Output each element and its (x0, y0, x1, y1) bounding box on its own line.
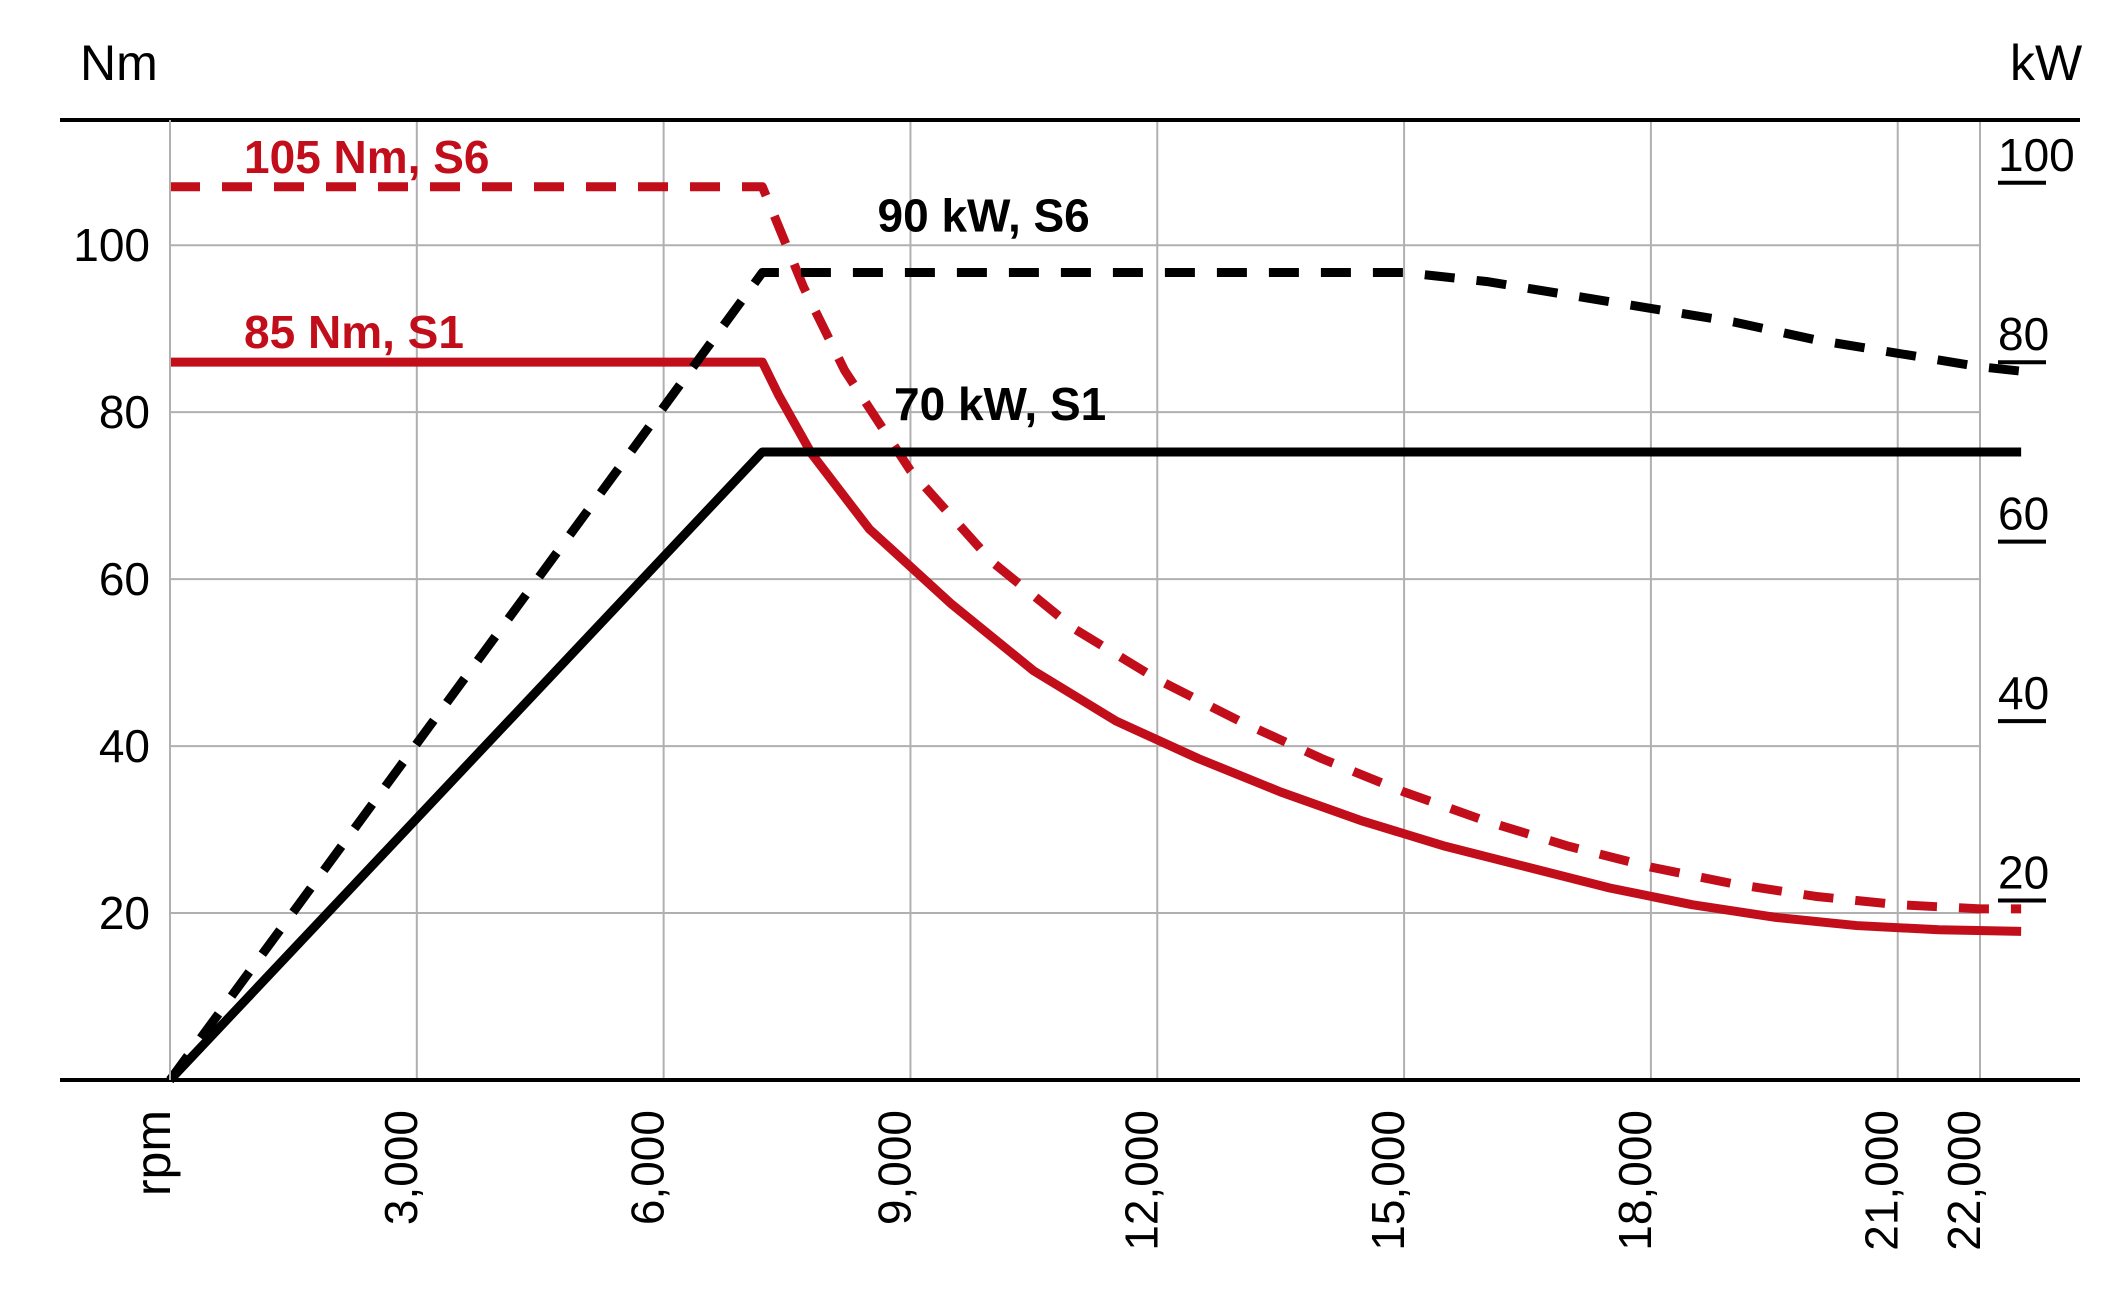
tick-label-right: 80 (1998, 308, 2049, 360)
torque-power-chart: Nm kW rpm 20 40 60 80 100 20 40 60 80 100 3,000 6,000 9… (0, 0, 2124, 1298)
tick-label-left: 40 (99, 720, 150, 772)
tick-label-right: 60 (1998, 488, 2049, 540)
tick-label-right: 20 (1998, 847, 2049, 899)
tick-label-x: 9,000 (868, 1110, 920, 1225)
y-left-title: Nm (80, 35, 158, 91)
tick-label-x: 12,000 (1115, 1110, 1167, 1251)
tick-label-left: 100 (73, 219, 150, 271)
series-label-torque_s1: 85 Nm, S1 (244, 306, 464, 358)
series-label-power_s6: 90 kW, S6 (878, 190, 1090, 242)
tick-label-x: 18,000 (1609, 1110, 1661, 1251)
tick-label-left: 60 (99, 553, 150, 605)
y-right-title: kW (2010, 35, 2083, 91)
tick-label-x: 21,000 (1856, 1110, 1908, 1251)
series-power_s1 (170, 452, 2021, 1080)
tick-label-x: 3,000 (375, 1110, 427, 1225)
series-label-power_s1: 70 kW, S1 (894, 378, 1106, 430)
tick-label-right: 40 (1998, 667, 2049, 719)
tick-label-x: 22,000 (1938, 1110, 1990, 1251)
tick-label-left: 80 (99, 386, 150, 438)
tick-label-right: 100 (1998, 129, 2075, 181)
series-label-torque_s6: 105 Nm, S6 (244, 131, 489, 183)
tick-label-x: 15,000 (1362, 1110, 1414, 1251)
series-torque_s6 (170, 187, 2021, 909)
x-title: rpm (125, 1110, 181, 1196)
tick-label-left: 20 (99, 887, 150, 939)
tick-label-x: 6,000 (622, 1110, 674, 1225)
